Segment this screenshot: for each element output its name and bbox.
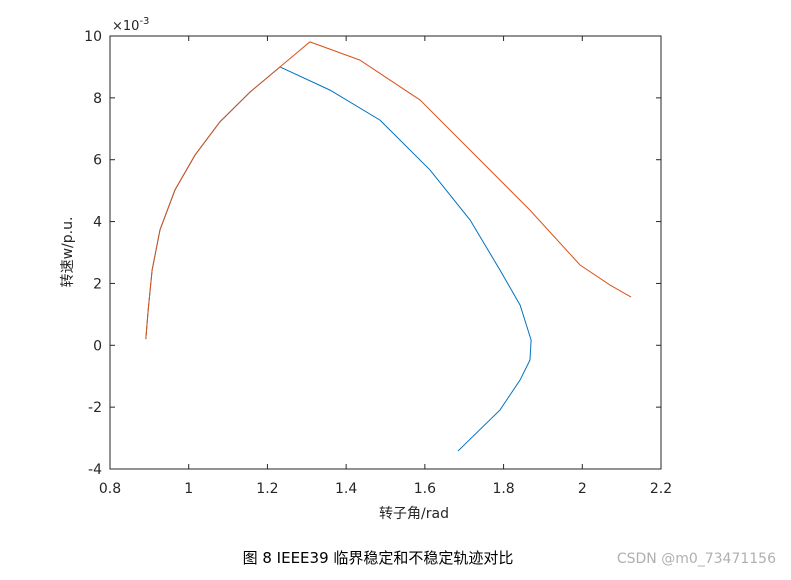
y-multiplier-base: ×10 (112, 19, 139, 34)
x-tick-label: 2.2 (650, 481, 672, 497)
y-tick-label: -4 (88, 462, 102, 478)
y-axis-label: 转速w/p.u. (60, 217, 76, 288)
axes-box (109, 35, 662, 470)
y-tick-label: 2 (93, 276, 102, 292)
caption: 图 8 IEEE39 临界稳定和不稳定轨迹对比 (243, 549, 514, 567)
series-line (145, 41, 632, 340)
x-tick-label: 2 (578, 481, 587, 497)
x-tick-label: 1.8 (492, 481, 514, 497)
x-tick-label: 1.6 (414, 481, 436, 497)
x-tick-label: 1.2 (256, 481, 278, 497)
x-tick-label: 0.8 (99, 481, 121, 497)
x-axis-label: 转子角/rad (379, 506, 449, 522)
y-tick-label: 0 (93, 338, 102, 354)
y-tick-label: 8 (93, 91, 102, 107)
y-tick-label: 4 (93, 215, 102, 231)
x-tick-label: 1 (184, 481, 193, 497)
x-tick-label: 1.4 (335, 481, 357, 497)
y-tick-label: 10 (84, 29, 102, 45)
y-multiplier-exponent: -3 (139, 16, 149, 27)
y-tick-label: -2 (88, 400, 102, 416)
y-tick-label: 6 (93, 153, 102, 169)
y-multiplier: ×10-3 (112, 16, 149, 34)
watermark: CSDN @m0_73471156 (617, 551, 776, 567)
